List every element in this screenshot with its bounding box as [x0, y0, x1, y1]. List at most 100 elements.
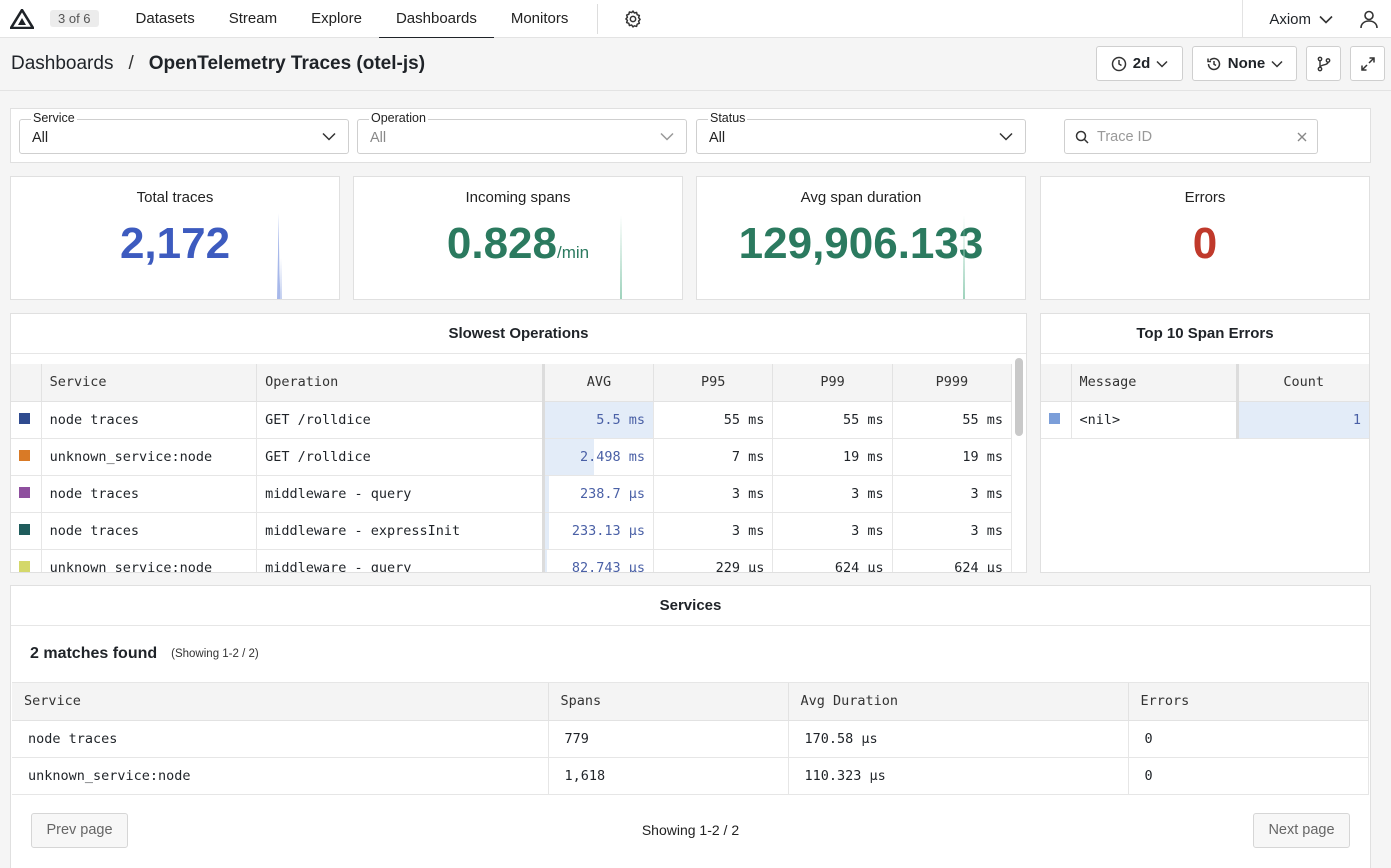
avg-duration-cell: 110.323 μs [788, 757, 1129, 795]
avg-cell: 233.13 μs [543, 512, 655, 550]
span-errors-title: Top 10 Span Errors [1041, 314, 1369, 354]
dashboard-header: Dashboards / OpenTelemetry Traces (otel-… [0, 38, 1391, 91]
scrollbar[interactable] [1015, 358, 1023, 436]
total-traces-card: Total traces 2,172 [10, 176, 340, 300]
matches-range: (Showing 1-2 / 2) [171, 648, 259, 660]
table-row[interactable]: node traces middleware - query 238.7 μs … [11, 475, 1013, 513]
column-header-spans[interactable]: Spans [548, 683, 789, 721]
p99-cell: 3 ms [772, 512, 893, 550]
swatch-cell [1041, 401, 1072, 439]
avg-bar [544, 549, 547, 572]
avg-value: 82.743 μs [571, 559, 646, 573]
nav-explore[interactable]: Explore [311, 10, 362, 27]
column-header-service[interactable]: Service [12, 683, 549, 721]
errors-value: 0 [1192, 219, 1218, 268]
avg-span-duration-sparkline [963, 215, 965, 299]
total-traces-title: Total traces [136, 189, 214, 206]
column-header-p999[interactable]: P999 [892, 364, 1013, 402]
p99-cell: 624 μs [772, 549, 893, 572]
table-row[interactable]: node traces GET /rolldice 5.5 ms 55 ms 5… [11, 401, 1013, 439]
operation-cell: GET /rolldice [256, 401, 545, 439]
nav-dashboards[interactable]: Dashboards [378, 0, 494, 39]
column-header-service[interactable]: Service [41, 364, 258, 402]
nav-stream[interactable]: Stream [228, 10, 278, 27]
org-switcher[interactable]: Axiom [1242, 0, 1347, 38]
avg-bar [544, 475, 550, 512]
column-header-p95[interactable]: P95 [653, 364, 774, 402]
p95-cell: 7 ms [653, 438, 774, 476]
gear-icon[interactable] [610, 0, 656, 38]
swatch-cell [11, 475, 42, 513]
close-icon[interactable] [1297, 132, 1307, 142]
avg-duration-cell: 170.58 μs [788, 720, 1129, 758]
expand-button[interactable] [1350, 46, 1385, 81]
avg-cell: 5.5 ms [543, 401, 655, 439]
table-row[interactable]: unknown_service:node 1,618 110.323 μs 0 [12, 757, 1369, 795]
status-filter-label: Status [708, 111, 748, 125]
service-cell: node traces [41, 475, 258, 513]
trace-id-input[interactable] [1097, 128, 1287, 145]
column-header-errors[interactable]: Errors [1128, 683, 1369, 721]
status-filter[interactable]: Status All [696, 111, 1026, 154]
fork-button[interactable] [1306, 46, 1341, 81]
service-cell: node traces [41, 401, 258, 439]
avg-bar [544, 438, 594, 475]
table-row[interactable]: node traces 779 170.58 μs 0 [12, 720, 1369, 758]
p95-cell: 3 ms [653, 512, 774, 550]
prev-page-button[interactable]: Prev page [31, 812, 128, 848]
breadcrumb-separator: / [128, 53, 134, 74]
operation-cell: middleware - query [256, 475, 545, 513]
avg-cell: 238.7 μs [543, 475, 655, 513]
service-filter[interactable]: Service All [19, 111, 349, 154]
page-title: OpenTelemetry Traces (otel-js) [148, 53, 426, 74]
avg-span-duration-value: 129,906.133 [738, 219, 984, 268]
column-header-count[interactable]: Count [1237, 364, 1369, 402]
color-swatch [19, 486, 30, 498]
column-header-message[interactable]: Message [1071, 364, 1239, 402]
color-column-header [1041, 364, 1072, 402]
service-cell: node traces [12, 720, 549, 758]
chevron-down-icon [999, 132, 1013, 141]
breadcrumb-dashboards[interactable]: Dashboards [11, 53, 114, 74]
chevron-down-icon [660, 132, 674, 141]
compare-button[interactable]: None [1192, 46, 1297, 81]
service-cell: unknown_service:node [41, 549, 258, 572]
table-row[interactable]: unknown_service:node middleware - query … [11, 549, 1013, 573]
services-table: Service Spans Avg Duration Errors node t… [12, 683, 1369, 795]
errors-title: Errors [1184, 189, 1226, 206]
time-range-button[interactable]: 2d [1096, 46, 1183, 81]
user-icon[interactable] [1347, 0, 1391, 38]
column-header-p99[interactable]: P99 [772, 364, 893, 402]
operation-cell: GET /rolldice [256, 438, 545, 476]
axiom-logo-icon[interactable] [0, 0, 44, 38]
p999-cell: 624 μs [892, 549, 1013, 572]
column-header-avg[interactable]: AVG [543, 364, 655, 402]
operation-filter[interactable]: Operation All [357, 111, 687, 154]
swatch-cell [11, 549, 42, 572]
incoming-spans-unit: /min [556, 243, 590, 262]
table-row[interactable]: <nil> 1 [1041, 401, 1369, 439]
operation-cell: middleware - query [256, 549, 545, 572]
p99-cell: 3 ms [772, 475, 893, 513]
nav-monitors[interactable]: Monitors [510, 10, 569, 27]
p999-cell: 55 ms [892, 401, 1013, 439]
table-row[interactable]: unknown_service:node GET /rolldice 2.498… [11, 438, 1013, 476]
services-panel: Services 2 matches found (Showing 1-2 / … [10, 585, 1371, 868]
total-traces-sparkline [277, 213, 282, 299]
next-page-button[interactable]: Next page [1253, 812, 1350, 848]
operation-cell: middleware - expressInit [256, 512, 545, 550]
incoming-spans-card: Incoming spans 0.828/min [353, 176, 683, 300]
color-swatch [19, 449, 30, 461]
nav-divider [597, 3, 599, 34]
table-row[interactable]: node traces middleware - expressInit 233… [11, 512, 1013, 550]
nav-datasets[interactable]: Datasets [135, 10, 195, 27]
p99-cell: 19 ms [772, 438, 893, 476]
git-branch-icon [1317, 56, 1330, 71]
p999-cell: 3 ms [892, 475, 1013, 513]
avg-span-duration-card: Avg span duration 129,906.133 [696, 176, 1026, 300]
column-header-avg-duration[interactable]: Avg Duration [788, 683, 1129, 721]
avg-span-duration-title: Avg span duration [800, 189, 922, 206]
compare-value: None [1227, 55, 1266, 72]
p95-cell: 55 ms [653, 401, 774, 439]
column-header-operation[interactable]: Operation [256, 364, 545, 402]
